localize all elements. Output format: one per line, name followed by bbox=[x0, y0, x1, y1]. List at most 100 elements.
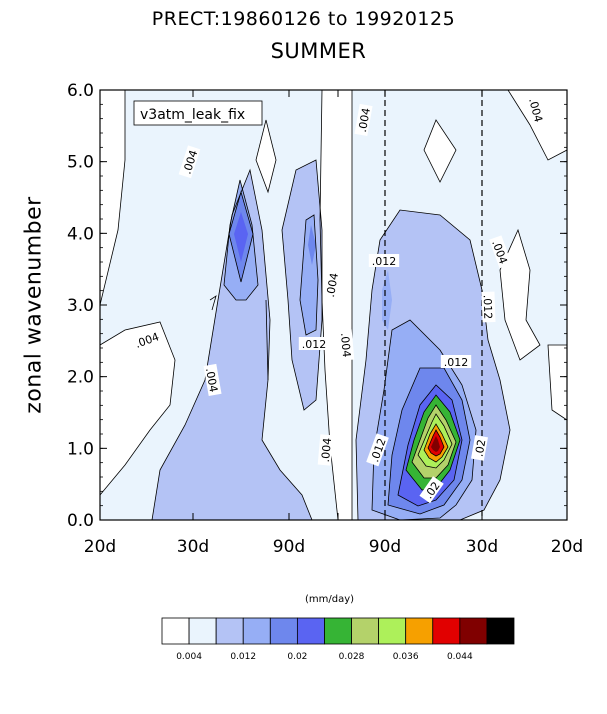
colorbar-tick-label: 0.02 bbox=[287, 652, 307, 662]
contour-label-text: .012 bbox=[372, 255, 397, 268]
contour-line bbox=[427, 429, 445, 457]
fill-white-top-diamond bbox=[256, 120, 276, 192]
contour-label: .004 bbox=[354, 103, 373, 137]
contour-line bbox=[411, 404, 457, 479]
contour-line bbox=[299, 214, 319, 336]
y-tick-label: 1.0 bbox=[67, 439, 94, 459]
contour-line bbox=[355, 209, 511, 520]
contour-line bbox=[281, 159, 323, 411]
contour-label-text: .012 bbox=[302, 338, 327, 351]
x-tick-label: 90d bbox=[273, 537, 305, 557]
contour-line bbox=[387, 367, 471, 515]
contour-line bbox=[228, 190, 254, 283]
contour-fills bbox=[100, 90, 567, 520]
contour-labels: .004.004.004.004.004.004.004.004.004.012… bbox=[130, 93, 547, 504]
fill-level-5-left-diamond bbox=[234, 212, 248, 262]
contour-label-bg bbox=[178, 145, 201, 179]
contour-label: .004 bbox=[526, 93, 547, 127]
contour-label-bg bbox=[203, 363, 222, 397]
colorbar-tick-label: 0.036 bbox=[393, 652, 419, 662]
colorbar-cell bbox=[351, 617, 380, 645]
y-tick-label: 6.0 bbox=[67, 81, 94, 101]
colorbar-cell bbox=[296, 617, 325, 645]
y-tick-label: 2.0 bbox=[67, 368, 94, 388]
axes: 0.0 1.0 2.0 3.0 4.0 5.0 6.0 20d 30d 90d 90d 30d 20d bbox=[67, 81, 583, 557]
colorbar-tick-label: 0.044 bbox=[447, 652, 473, 662]
contour-label: .012 bbox=[481, 291, 496, 323]
contour-line bbox=[417, 413, 453, 469]
x-tick-label: 90d bbox=[369, 537, 401, 557]
contour-label-bg bbox=[317, 434, 334, 466]
contour-label-bg bbox=[368, 254, 400, 267]
colorbar: 0.004 0.012 0.02 0.028 0.036 0.044 bbox=[161, 617, 515, 662]
fill-white-top-right-diamond bbox=[424, 120, 456, 182]
y-tick-label: 5.0 bbox=[67, 153, 94, 173]
contour-label-text: .012 bbox=[481, 295, 495, 320]
contour-line bbox=[209, 295, 217, 311]
chart-title: PRECT:19860126 to 19920125 bbox=[151, 8, 456, 30]
y-tick-label: 3.0 bbox=[67, 296, 94, 316]
contour-label: .004 bbox=[322, 268, 341, 302]
x-tick-label: 30d bbox=[466, 537, 498, 557]
contour-label-text: .004 bbox=[356, 107, 373, 133]
contour-label: .02 bbox=[471, 435, 489, 461]
contour-label-text: .004 bbox=[324, 272, 341, 298]
contour-label: .012 bbox=[298, 337, 330, 351]
colorbar-cell bbox=[432, 617, 461, 645]
contour-label-text: .004 bbox=[203, 367, 220, 393]
contour-label-bg bbox=[481, 291, 496, 323]
fill-level-4-mid bbox=[308, 225, 316, 265]
colorbar-cell bbox=[215, 617, 244, 645]
contour-line bbox=[397, 384, 463, 507]
colorbar-tick-label: 0.028 bbox=[339, 652, 365, 662]
x-tick-label: 20d bbox=[84, 537, 116, 557]
colorbar-tick-label: 0.004 bbox=[176, 652, 202, 662]
contour-label-bg bbox=[489, 235, 512, 269]
legend-box: v3atm_leak_fix bbox=[133, 100, 263, 126]
fill-white-left-edge bbox=[100, 90, 125, 305]
contour-label-bg bbox=[298, 337, 330, 350]
contour-label-bg bbox=[366, 433, 389, 467]
contour-label-text: .004 bbox=[526, 97, 545, 124]
colorbar-cell bbox=[242, 617, 271, 645]
contour-label-bg bbox=[322, 268, 341, 302]
contour-label-bg bbox=[440, 355, 472, 368]
colorbar-cell bbox=[486, 617, 515, 645]
contour-label: .004 bbox=[317, 434, 334, 466]
contour-line bbox=[151, 168, 313, 520]
contour-line bbox=[100, 321, 176, 496]
contour-label-text: .004 bbox=[338, 332, 353, 358]
legend-text: v3atm_leak_fix bbox=[140, 107, 245, 123]
contour-line bbox=[371, 319, 477, 520]
colorbar-cell bbox=[161, 617, 190, 645]
colorbar-tick-label: 0.012 bbox=[230, 652, 256, 662]
contour-label-bg bbox=[471, 435, 488, 461]
chart-subtitle: SUMMER bbox=[270, 39, 367, 63]
colorbar-cell bbox=[269, 617, 298, 645]
fill-white-lower-left bbox=[100, 322, 175, 495]
colorbar-cell bbox=[324, 617, 352, 645]
colorbar-cell bbox=[405, 617, 434, 645]
contour-line bbox=[100, 90, 126, 306]
contour-label: .004 bbox=[338, 329, 355, 361]
contour-line bbox=[423, 423, 449, 463]
contour-label-bg bbox=[354, 103, 373, 137]
contour-label-text: .004 bbox=[319, 437, 334, 463]
x-tick-label: 30d bbox=[177, 537, 209, 557]
contour-line bbox=[547, 344, 567, 421]
y-tick-label: 0.0 bbox=[67, 511, 94, 531]
contour-label-text: .012 bbox=[444, 356, 469, 369]
contour-line bbox=[265, 299, 269, 381]
contour-line bbox=[507, 90, 567, 161]
contour-label-text: .02 bbox=[473, 438, 489, 457]
contour-label: .012 bbox=[440, 355, 472, 369]
colorbar-units: (mm/day) bbox=[304, 594, 355, 605]
contour-line bbox=[423, 119, 457, 183]
contour-label-bg bbox=[130, 328, 164, 351]
y-tick-label: 4.0 bbox=[67, 224, 94, 244]
contour-label-bg bbox=[419, 476, 444, 504]
contour-label-bg bbox=[526, 93, 547, 127]
colorbar-cell bbox=[378, 617, 407, 645]
fill-level-2-left-lobe bbox=[152, 170, 312, 520]
